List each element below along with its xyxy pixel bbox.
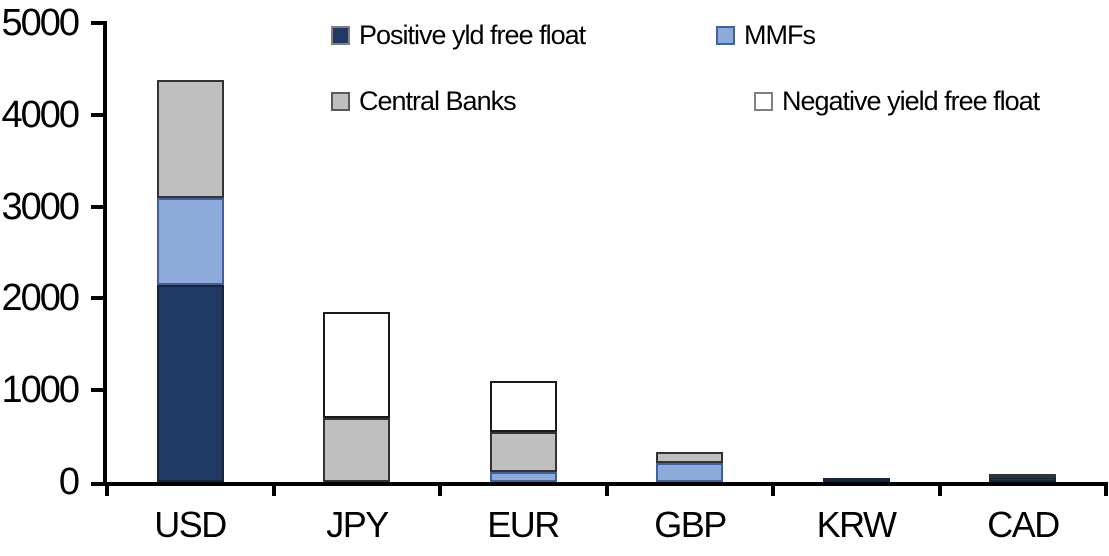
legend-label-negative-yield-free-float: Negative yield free float [782,86,1040,116]
y-axis-tick [91,205,103,209]
y-axis-tick [91,296,103,300]
y-axis-tick-label: 5000 [1,2,80,44]
y-axis-tick [91,388,103,392]
bar-segment-eur-negative-yield-free-float [490,381,557,432]
legend-swatch-mmfs [716,25,735,45]
legend-swatch-central-banks [331,91,350,111]
bar-segment-eur-mmfs [490,471,557,482]
bar-segment-gbp-central-banks [656,451,723,463]
y-axis-tick-label: 2000 [1,277,80,319]
x-axis-tick [1104,482,1108,496]
x-axis-category-label-eur: EUR [487,504,560,545]
legend-item-central-banks: Central Banks [331,86,517,116]
y-axis-tick-label: 1000 [1,369,80,411]
y-axis-tick-label: 0 [58,461,80,503]
x-axis-category-label-usd: USD [154,504,227,545]
y-axis-tick [91,113,103,117]
legend-label-mmfs: MMFs [744,20,816,50]
y-axis-tick [91,21,103,25]
x-axis-tick [272,482,276,496]
y-axis-tick-label: 3000 [1,186,80,228]
x-axis-line [91,482,1107,486]
bar-segment-jpy-central-banks [323,417,390,482]
bar-segment-usd-central-banks [157,79,224,199]
x-axis-tick [105,482,109,496]
legend-item-mmfs: MMFs [716,20,816,50]
y-axis-tick-label: 4000 [1,94,80,136]
x-axis-category-label-krw: KRW [816,504,897,545]
legend-label-positive-yld-free-float: Positive yld free float [359,20,586,50]
bar-segment-eur-central-banks [490,431,557,472]
x-axis-tick [605,482,609,496]
bar-segment-krw-positive-yld-free-float [823,477,890,482]
x-axis-category-label-jpy: JPY [326,504,389,545]
bar-segment-gbp-mmfs [656,462,723,482]
x-axis-category-label-cad: CAD [987,504,1060,545]
legend-swatch-negative-yield-free-float [754,91,773,111]
x-axis-category-label-gbp: GBP [654,504,727,545]
legend-swatch-positive-yld-free-float [331,25,350,45]
x-axis-tick [771,482,775,496]
legend-item-negative-yield-free-float: Negative yield free float [754,86,1040,116]
bar-segment-jpy-negative-yield-free-float [323,312,390,418]
x-axis-tick [438,482,442,496]
legend-label-central-banks: Central Banks [359,86,517,116]
x-axis-tick [938,482,942,496]
bar-segment-cad-central-banks [989,474,1056,479]
bar-segment-usd-positive-yld-free-float [157,284,224,482]
bar-segment-usd-mmfs [157,198,224,285]
legend-item-positive-yld-free-float: Positive yld free float [331,20,586,50]
y-axis-line [103,21,107,486]
